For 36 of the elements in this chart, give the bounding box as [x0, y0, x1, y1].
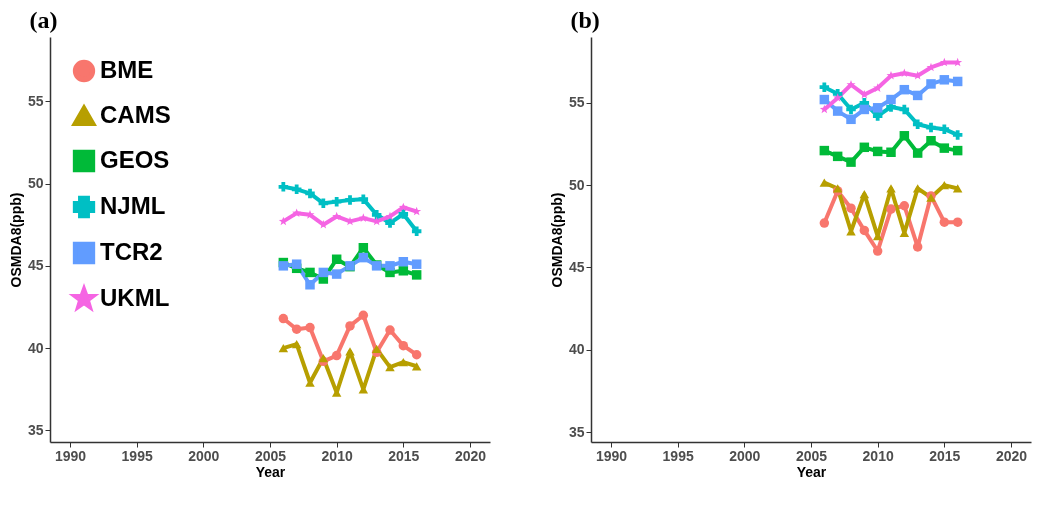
x-tick-label: 1995 [662, 447, 694, 464]
y-tick-label: 55 [27, 92, 44, 109]
chart-title: (a) [29, 7, 58, 33]
chart-title: (b) [570, 7, 600, 33]
x-tick-label: 2015 [929, 447, 961, 464]
x-axis-title: Year [255, 463, 286, 480]
legend-label: TCR2 [100, 238, 163, 265]
legend-label: UKML [100, 284, 170, 311]
x-tick-label: 2015 [388, 447, 420, 464]
legend-label: GEOS [100, 146, 170, 173]
y-axis-title: OSMDA8(ppb) [548, 192, 565, 288]
x-tick-label: 2005 [254, 447, 287, 464]
x-tick-label: 2010 [862, 447, 894, 464]
y-axis-title: OSMDA8(ppb) [7, 192, 24, 288]
x-tick-label: 1990 [595, 447, 628, 464]
y-tick-label: 35 [568, 423, 585, 440]
y-tick-label: 50 [27, 175, 44, 192]
x-tick-label: 2000 [188, 447, 220, 464]
x-axis-title: Year [796, 463, 827, 480]
y-tick-label: 35 [27, 421, 44, 438]
x-tick-label: 2000 [729, 447, 761, 464]
x-tick-label: 2020 [454, 447, 487, 464]
y-tick-label: 40 [568, 341, 585, 358]
y-tick-label: 50 [568, 176, 585, 193]
x-tick-label: 1990 [54, 447, 87, 464]
legend-label: BME [100, 56, 154, 83]
y-tick-label: 40 [27, 339, 44, 356]
x-tick-label: 2020 [995, 447, 1028, 464]
y-tick-label: 45 [568, 258, 585, 275]
legend-label: CAMS [100, 101, 171, 128]
legend-label: NJML [100, 192, 166, 219]
x-tick-label: 2005 [795, 447, 828, 464]
y-tick-label: 55 [568, 94, 585, 111]
x-tick-label: 1995 [121, 447, 153, 464]
x-tick-label: 2010 [321, 447, 353, 464]
y-tick-label: 45 [27, 257, 44, 274]
